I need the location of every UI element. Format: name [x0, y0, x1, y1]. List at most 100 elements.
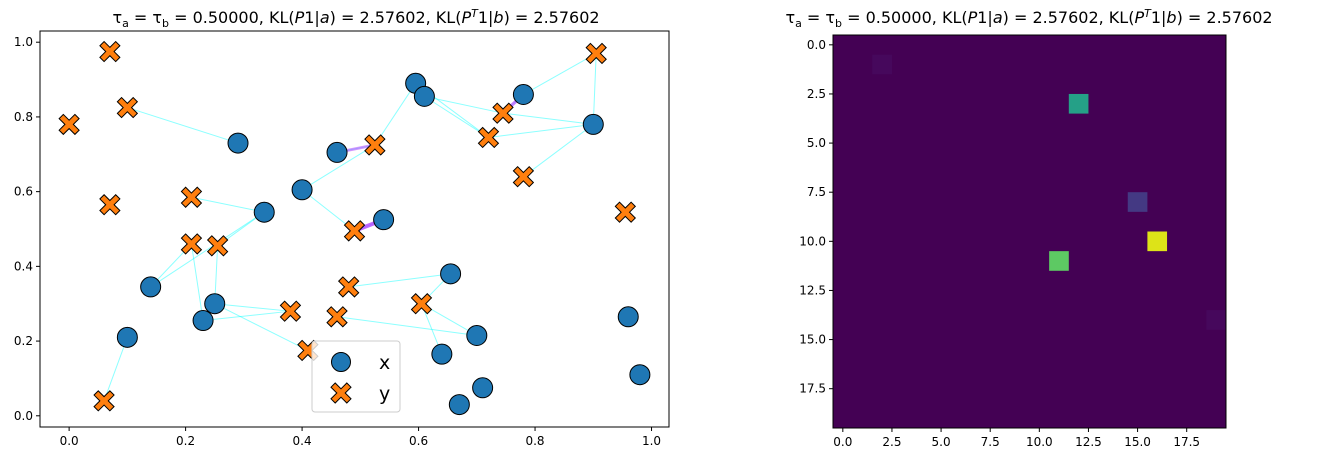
transport-link-2	[150, 211, 265, 288]
y-point-18	[585, 42, 607, 65]
transport-link-15	[374, 83, 417, 146]
heatmap-x-tick-label-0: 0.0	[833, 435, 852, 449]
x-point-8	[373, 209, 395, 231]
scatter-x-tick-label-4: 0.8	[525, 434, 544, 448]
y-point-13	[364, 134, 386, 156]
transport-link-11	[301, 144, 376, 191]
transport-link-29	[502, 112, 594, 125]
scatter-axes-frame	[39, 30, 670, 428]
legend-x-marker	[331, 352, 351, 372]
legend-y-marker	[330, 382, 352, 404]
y-point-4	[116, 96, 139, 119]
scatter-x-tick-label-1: 0.2	[176, 434, 195, 448]
legend-x-label: x	[379, 352, 390, 374]
heatmap-cell-3	[1147, 231, 1168, 252]
heatmap-cell-1	[1068, 93, 1089, 114]
transport-link-28	[488, 123, 594, 138]
x-point-12	[440, 263, 462, 285]
y-point-5	[180, 186, 203, 208]
y-point-0	[58, 113, 80, 136]
x-point-15	[472, 377, 494, 399]
y-point-6	[180, 233, 203, 255]
scatter-x-tick-label-5: 1.0	[642, 434, 661, 448]
heatmap-x-tick-label-4: 10.0	[1026, 435, 1053, 449]
transport-link-27	[523, 123, 594, 178]
scatter-y-tick-label-3: 0.6	[14, 185, 33, 199]
x-point-6	[291, 179, 313, 201]
strong-transport-links	[335, 92, 526, 233]
y-point-16	[492, 102, 514, 124]
heatmap-cell-0	[872, 54, 892, 75]
x-point-18	[617, 306, 639, 328]
y-point-3	[93, 390, 115, 412]
y-point-10	[326, 306, 348, 328]
transport-link-4	[190, 243, 204, 321]
x-point-17	[582, 113, 604, 135]
y-point-12	[343, 220, 366, 242]
transport-link-6	[214, 303, 291, 312]
heatmap-y-tick-label-2: 5.0	[807, 136, 826, 150]
x-point-4	[227, 132, 249, 154]
scatter-y-tick-label-0: 0.0	[14, 409, 33, 423]
x-point-3	[204, 293, 226, 315]
y-point-17	[512, 165, 535, 188]
heatmap-cell-2	[1127, 192, 1148, 212]
heatmap-cell-4	[1049, 251, 1069, 271]
scatter-y-tick-label-1: 0.2	[14, 334, 33, 348]
x-point-5	[253, 201, 275, 223]
transport-link-17	[424, 95, 504, 114]
heatmap-x-tick-label-7: 17.5	[1173, 435, 1200, 449]
scatter-x-ticks: 0.0 0.2 0.4 0.6 0.8 1.0	[60, 427, 661, 448]
transport-link-8	[127, 107, 239, 144]
scatter-x-tick-label-3: 0.6	[409, 434, 428, 448]
y-point-7	[206, 235, 229, 257]
scatter-x-tick-label-2: 0.4	[293, 434, 312, 448]
heatmap-y-ticks: 0.0 2.5 5.0 7.5 10.0 12.5 15.0 17.5	[799, 38, 833, 396]
transport-link-0	[103, 337, 128, 402]
transport-link-21	[348, 273, 451, 288]
scatter-title: τa = τb = 0.50000, KL(P1|a) = 2.57602, K…	[112, 7, 599, 30]
y-point-15	[477, 126, 500, 149]
x-point-10	[413, 85, 435, 107]
scatter-y-tick-label-2: 0.4	[14, 259, 33, 273]
x-point-2	[192, 310, 214, 332]
x-point-1	[140, 276, 162, 298]
heatmap-y-tick-label-0: 0.0	[807, 38, 826, 52]
x-point-14	[466, 324, 488, 346]
transport-link-23	[336, 316, 477, 336]
scatter-y-tick-label-5: 1.0	[14, 35, 33, 49]
series-x-points	[116, 72, 651, 416]
transport-link-25	[523, 52, 597, 95]
scatter-legend: x y	[311, 340, 401, 413]
series-y-points	[58, 40, 637, 412]
heatmap-x-tick-label-2: 5.0	[932, 435, 951, 449]
scatter-y-ticks: 0.0 0.2 0.4 0.6 0.8 1.0	[14, 35, 40, 423]
x-point-16	[512, 84, 534, 106]
scatter-plot-area: 0.0 0.2 0.4 0.6 0.8 1.0 0.0 0.2 0.4 0.6 0.8 1.0 x …	[14, 30, 670, 448]
scatter-x-tick-label-0: 0.0	[60, 434, 79, 448]
x-point-0	[116, 326, 138, 348]
heatmap-y-tick-label-5: 12.5	[799, 283, 826, 297]
heatmap-y-tick-label-7: 17.5	[799, 382, 826, 396]
transport-link-9	[191, 196, 265, 213]
transport-link-18	[424, 95, 489, 138]
legend-y-label: y	[379, 383, 390, 405]
y-point-19	[614, 201, 637, 223]
heatmap-x-tick-label-6: 15.0	[1124, 435, 1151, 449]
transport-link-26	[592, 53, 597, 125]
transport-link-3	[203, 310, 291, 322]
heatmap-y-tick-label-6: 15.0	[799, 333, 826, 347]
heatmap-x-tick-label-3: 7.5	[981, 435, 1000, 449]
heatmap-frame	[832, 34, 1227, 429]
heatmap-area: 0.0 2.5 5.0 7.5 10.0 12.5 15.0 17.5 0.0 2.5 5.0 7.…	[799, 34, 1227, 449]
x-point-19	[629, 364, 651, 386]
transport-link-5	[214, 303, 309, 351]
heatmap-title: τa = τb = 0.50000, KL(P1|a) = 2.57602, K…	[785, 7, 1272, 30]
heatmap-y-tick-label-4: 10.0	[799, 234, 826, 248]
y-point-11	[337, 276, 360, 298]
heatmap-x-tick-label-1: 2.5	[882, 435, 901, 449]
y-point-1	[99, 40, 121, 63]
heatmap-x-tick-label-5: 12.5	[1075, 435, 1102, 449]
y-point-8	[279, 300, 302, 322]
